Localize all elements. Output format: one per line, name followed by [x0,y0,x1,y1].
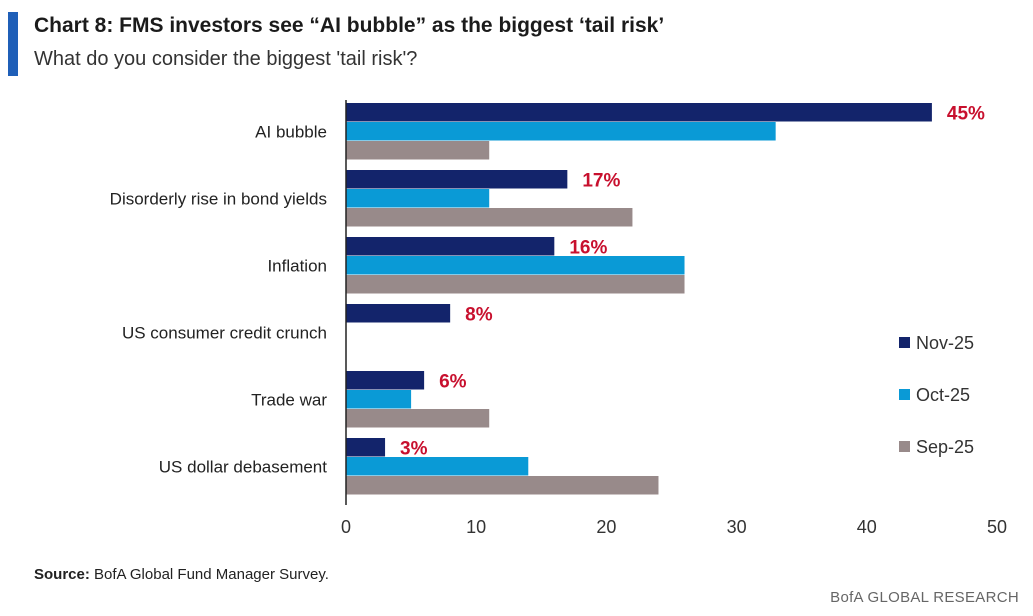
data-label: 8% [465,304,493,325]
bar-oct-25-3 [346,256,685,275]
bar-nov-25-6 [346,438,386,457]
source-note: Source: BofA Global Fund Manager Survey. [34,566,329,583]
bar-oct-25-1 [346,122,776,141]
data-label: 6% [439,371,467,392]
bar-oct-25-5 [346,390,412,409]
category-label: Disorderly rise in bond yields [110,190,327,209]
title-accent-bar [8,12,18,76]
category-label: Trade war [251,391,327,410]
data-label: 16% [569,237,607,258]
legend-label: Oct-25 [916,385,970,405]
data-label: 3% [400,438,428,459]
legend-swatch-oct-25 [899,389,910,400]
x-tick-label: 50 [987,517,1007,537]
x-tick-label: 30 [727,517,747,537]
category-label: US dollar debasement [159,458,327,477]
x-tick-label: 40 [857,517,877,537]
brand-footer: BofA GLOBAL RESEARCH [830,589,1019,606]
bar-nov-25-1 [346,103,932,122]
bar-nov-25-2 [346,170,568,189]
legend-swatch-sep-25 [899,441,910,452]
bar-sep-25-2 [346,208,633,227]
chart-subtitle: What do you consider the biggest 'tail r… [34,48,418,70]
chart-title: Chart 8: FMS investors see “AI bubble” a… [34,14,665,37]
legend-label: Nov-25 [916,333,974,353]
source-text: BofA Global Fund Manager Survey. [89,566,329,583]
bar-sep-25-6 [346,476,659,495]
bar-nov-25-5 [346,371,425,390]
bar-sep-25-5 [346,409,490,428]
x-tick-label: 0 [341,517,351,537]
bar-nov-25-4 [346,304,451,323]
x-tick-label: 10 [466,517,486,537]
category-label: Inflation [267,257,327,276]
source-label: Source: [34,566,90,583]
bar-nov-25-3 [346,237,555,256]
bar-oct-25-6 [346,457,529,476]
category-label: US consumer credit crunch [122,324,327,343]
data-label: 45% [947,103,985,124]
bar-sep-25-3 [346,275,685,294]
category-label: AI bubble [255,123,327,142]
legend-swatch-nov-25 [899,337,910,348]
data-label: 17% [582,170,620,191]
bar-oct-25-2 [346,189,490,208]
x-tick-label: 20 [596,517,616,537]
legend-label: Sep-25 [916,437,974,457]
bar-sep-25-1 [346,141,490,160]
